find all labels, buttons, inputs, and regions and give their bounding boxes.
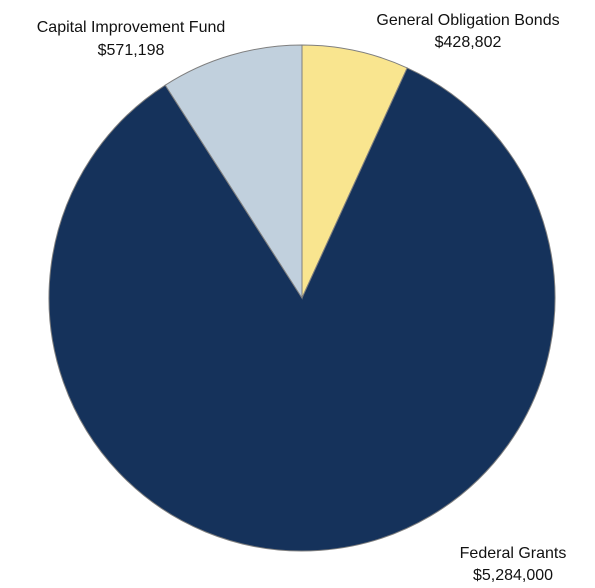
pie-slice-general-obligation-bonds xyxy=(301,44,408,299)
slice-label-general-obligation-bonds: General Obligation Bonds xyxy=(376,12,559,29)
pie-slice-capital-improvement-fund xyxy=(164,44,303,300)
slice-value-federal-grants: $5,284,000 xyxy=(473,567,553,584)
pie-slices xyxy=(48,44,556,552)
slice-value-capital-improvement-fund: $571,198 xyxy=(98,42,165,59)
slice-value-general-obligation-bonds: $428,802 xyxy=(435,34,502,51)
slice-label-federal-grants: Federal Grants xyxy=(460,545,567,562)
slice-label-capital-improvement-fund: Capital Improvement Fund xyxy=(37,19,226,36)
pie-slice-federal-grants xyxy=(48,67,556,552)
